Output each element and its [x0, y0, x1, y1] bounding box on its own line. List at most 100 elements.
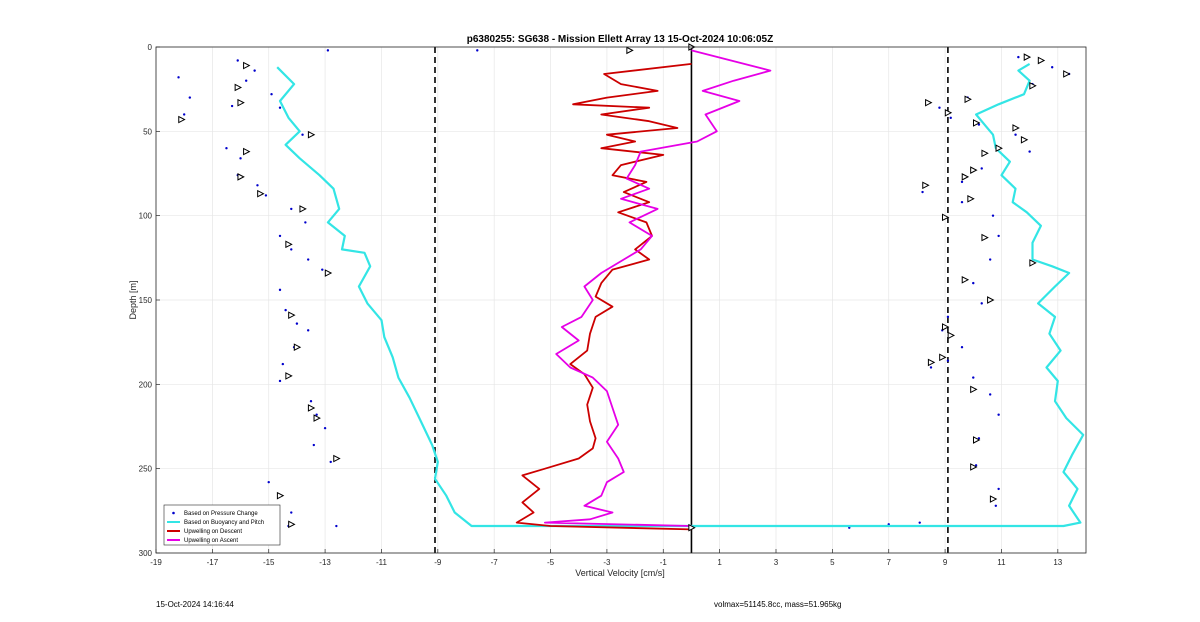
pressure-change-point: [309, 400, 313, 403]
triangle-marker: [970, 463, 978, 471]
pressure-change-point: [960, 180, 964, 184]
x-axis-label: Vertical Velocity [cm/s]: [575, 568, 665, 578]
x-tick-label: -1: [660, 558, 668, 567]
pressure-change-point: [312, 443, 316, 447]
legend-label: Based on Pressure Change: [184, 511, 258, 517]
triangle-marker: [626, 46, 634, 55]
pressure-change-point: [244, 79, 248, 82]
triangle-marker: [947, 331, 956, 340]
pressure-change-point: [284, 308, 287, 312]
legend-label: Upwelling on Descent: [184, 529, 242, 535]
triangle-marker: [981, 233, 989, 242]
legend-label: Upwelling on Ascent: [184, 538, 238, 544]
grid: [155, 46, 1086, 554]
pressure-change-point: [290, 207, 293, 211]
pressure-change-point: [323, 426, 327, 430]
x-tick-label: -5: [547, 558, 555, 567]
pressure-change-point: [264, 194, 268, 197]
x-tick-label: 9: [943, 558, 948, 567]
pressure-change-point: [960, 346, 964, 349]
pressure-change-point: [329, 460, 332, 464]
pressure-change-point: [921, 190, 924, 194]
pressure-change-point: [994, 504, 998, 507]
triangle-marker: [961, 173, 970, 181]
pressure-change-point: [946, 315, 950, 319]
y-tick-label: 250: [139, 465, 153, 474]
series-line-3: [515, 63, 692, 531]
legend: Based on Pressure Change Based on Buoyanc…: [163, 504, 281, 546]
x-tick-label: -13: [319, 558, 331, 567]
x-tick-label: -9: [434, 558, 442, 567]
triangle-marker: [941, 213, 950, 222]
pressure-change-point: [335, 524, 338, 528]
pressure-change-point: [278, 288, 282, 292]
triangle-marker: [981, 149, 989, 158]
x-tick-label: 13: [1053, 558, 1062, 567]
pressure-change-point: [278, 234, 282, 238]
triangle-marker: [961, 275, 970, 284]
triangle-marker: [333, 454, 341, 463]
pressure-change-point: [315, 413, 318, 416]
triangle-marker: [234, 83, 243, 92]
x-tick-label: -19: [150, 558, 162, 567]
triangle-marker: [972, 119, 981, 127]
triangle-marker: [313, 414, 321, 422]
pressure-change-point: [988, 258, 992, 261]
x-tick-label: 11: [997, 558, 1006, 567]
y-tick-label: 150: [139, 296, 153, 305]
pressure-change-point: [306, 329, 310, 332]
pressure-change-point: [278, 379, 282, 383]
triangle-marker: [941, 323, 950, 331]
pressure-change-point: [278, 106, 282, 109]
pressure-change-point: [1028, 150, 1031, 153]
pressure-change-point: [1017, 55, 1020, 59]
pressure-change-point: [304, 221, 307, 224]
series-line-4: [544, 49, 772, 527]
pressure-change-point: [980, 302, 983, 305]
triangle-marker: [972, 436, 981, 444]
pressure-change-point: [938, 106, 941, 109]
triangle-marker: [970, 166, 978, 174]
triangle-marker: [307, 404, 316, 412]
triangle-marker: [243, 61, 251, 70]
legend-label: Based on Buoyancy and Pitch: [184, 520, 264, 526]
pressure-change-point: [476, 49, 479, 52]
pressure-change-point: [997, 413, 1000, 416]
triangle-marker: [939, 353, 947, 362]
triangle-marker: [237, 98, 245, 107]
pressure-change-point: [281, 362, 285, 366]
pressure-change-point: [225, 147, 228, 150]
triangle-marker: [922, 181, 930, 190]
triangle-marker: [967, 194, 975, 203]
pressure-change-point: [972, 281, 975, 285]
x-tick-label: 5: [830, 558, 835, 567]
triangle-marker: [1029, 81, 1037, 90]
pressure-change-point: [182, 113, 186, 116]
pressure-change-point: [239, 157, 242, 160]
y-tick-label: 300: [139, 549, 153, 558]
triangle-marker: [288, 311, 296, 320]
pressure-change-point: [230, 104, 234, 108]
triangle-marker: [987, 296, 995, 304]
triangle-marker: [257, 189, 265, 198]
triangle-marker: [285, 372, 293, 380]
triangle-marker: [1029, 259, 1037, 267]
x-tick-label: -15: [263, 558, 275, 567]
triangle-marker: [324, 269, 333, 277]
triangle-marker: [944, 108, 953, 117]
legend-swatch: [172, 511, 175, 515]
x-tick-label: -17: [207, 558, 219, 567]
ticks: -19 -17 -15 -13 -11 -9 -7 -5 -3 -1 1 3 5 7 9 11 13050100…: [139, 43, 1063, 567]
triangle-marker: [688, 523, 696, 532]
pressure-change-point: [253, 69, 256, 72]
triangle-marker: [276, 491, 285, 500]
pressure-change-point: [326, 49, 330, 52]
pressure-change-point: [918, 521, 921, 524]
legend-box: [163, 504, 281, 546]
pressure-change-point: [949, 116, 952, 120]
pressure-change-point: [988, 393, 992, 396]
triangle-marker: [1012, 124, 1020, 132]
pressure-change-point: [188, 96, 192, 99]
x-tick-label: -7: [491, 558, 499, 567]
triangle-marker: [178, 115, 186, 124]
